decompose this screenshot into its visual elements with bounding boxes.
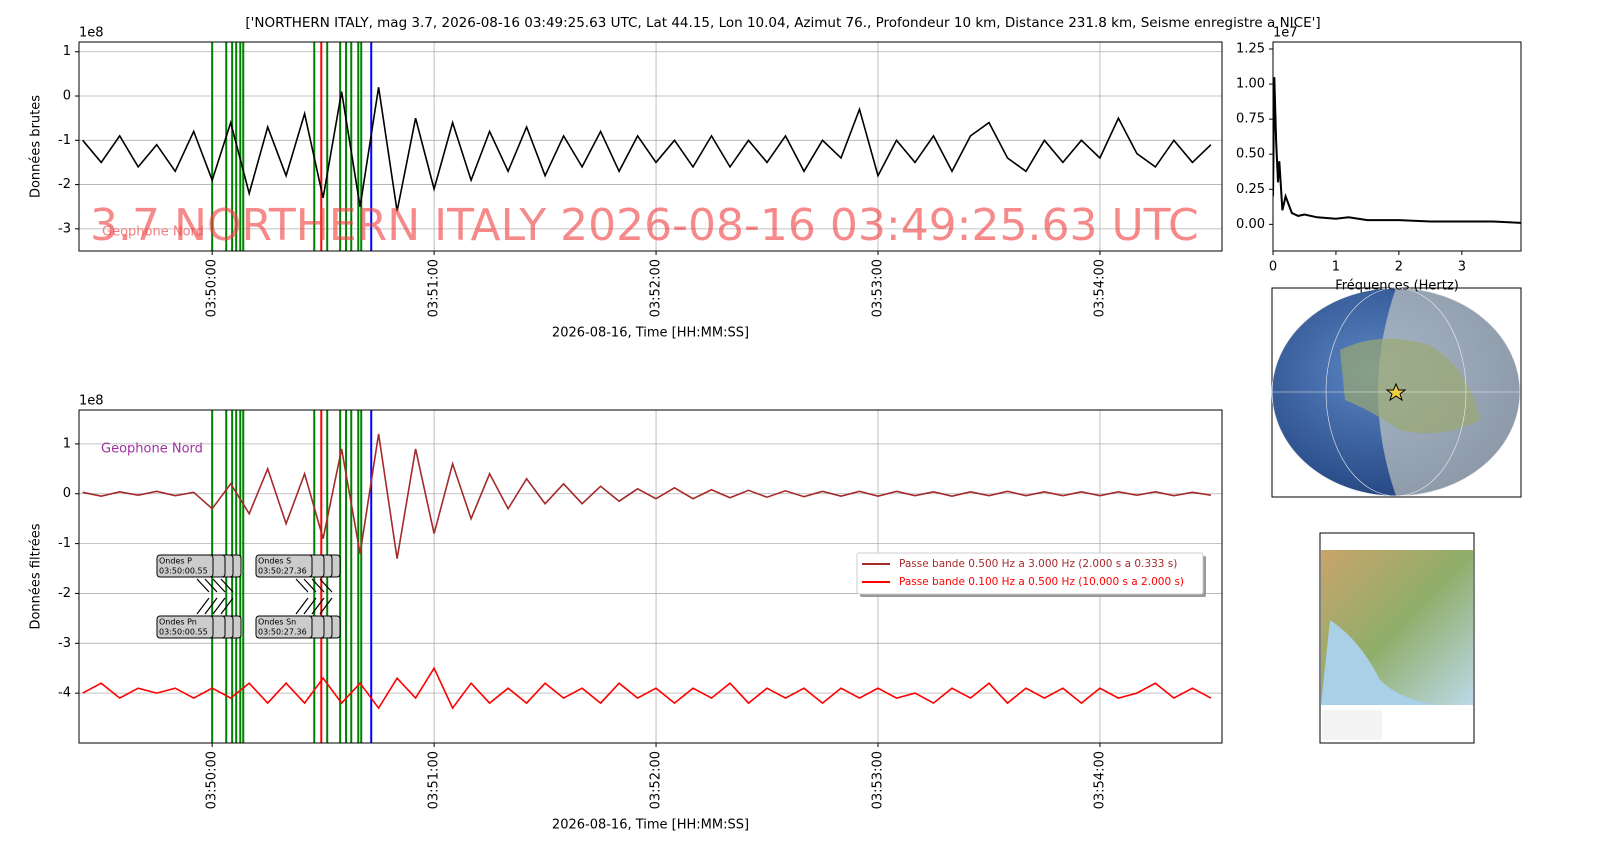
x-tick-label: 03:53:00: [870, 751, 885, 809]
annotation-label: Ondes P: [159, 557, 192, 566]
station-label: Geophone Nord: [102, 225, 204, 240]
y-tick-label: -4: [58, 686, 71, 701]
series-line: [82, 87, 1212, 212]
y-axis-label: Données filtrées: [29, 523, 44, 629]
annotation-arrow: [303, 578, 317, 593]
annotation-box: [255, 554, 313, 578]
annotation-arrow: [319, 597, 333, 615]
annotation-arrow: [196, 597, 210, 615]
annotation-time: 03:50:27.36: [258, 628, 307, 637]
annotation-arrow: [212, 597, 226, 615]
y-tick-label: 0.75: [1236, 112, 1265, 127]
y-tick-label: 1: [63, 436, 71, 451]
x-tick-label: 2: [1395, 260, 1403, 275]
annotation-label: Ondes Pn: [159, 618, 197, 627]
annotation-label: Ondes Sn: [258, 618, 296, 627]
offset-text: 1e8: [79, 394, 104, 409]
series-line: [1273, 77, 1521, 224]
y-tick-label: -2: [58, 586, 71, 601]
annotation-arrow: [212, 578, 226, 593]
y-tick-label: 1: [63, 44, 71, 59]
legend-label: Passe bande 0.100 Hz a 0.500 Hz (10.000 …: [899, 576, 1184, 588]
annotation-time: 03:50:00.55: [159, 567, 208, 576]
x-tick-label: 03:50:00: [205, 751, 220, 809]
y-tick-label: 1.00: [1236, 77, 1265, 92]
annotation-arrow: [311, 578, 325, 593]
annotation-box: [255, 615, 313, 639]
annotation-arrow: [311, 597, 325, 615]
annotation-arrow: [303, 597, 317, 615]
axes-frame: [78, 409, 1223, 744]
figure-title: ['NORTHERN ITALY, mag 3.7, 2026-08-16 03…: [245, 15, 1320, 31]
y-tick-label: -3: [58, 636, 71, 651]
y-tick-label: 0.50: [1236, 147, 1265, 162]
watermark: 3.7 NORTHERN ITALY 2026-08-16 03:49:25.6…: [90, 200, 1199, 251]
x-tick-label: 03:52:00: [649, 259, 664, 317]
x-axis-label: Fréquences (Hertz): [1335, 279, 1459, 294]
x-axis-label: 2026-08-16, Time [HH:MM:SS]: [552, 326, 749, 341]
x-tick-label: 3: [1458, 260, 1466, 275]
annotation-box: [156, 554, 214, 578]
annotation-arrow: [295, 597, 309, 615]
annotation-box: [156, 615, 214, 639]
y-tick-label: -3: [58, 221, 71, 236]
series-line: [82, 433, 1212, 559]
y-tick-label: -1: [58, 536, 71, 551]
x-tick-label: 03:51:00: [427, 751, 442, 809]
legend-label: Passe bande 0.500 Hz a 3.000 Hz (2.000 s…: [899, 558, 1177, 570]
offset-text: 1e8: [79, 26, 104, 41]
station-label: Geophone Nord: [101, 442, 203, 457]
x-axis-label: 2026-08-16, Time [HH:MM:SS]: [552, 818, 749, 833]
series-line: [82, 666, 1212, 710]
y-tick-label: 0: [63, 486, 71, 501]
x-tick-label: 03:54:00: [1092, 751, 1107, 809]
annotation-arrow: [196, 578, 210, 593]
y-tick-label: -2: [58, 177, 71, 192]
annotation-arrow: [220, 597, 234, 615]
y-tick-label: -1: [58, 133, 71, 148]
annotation-arrow: [220, 578, 234, 593]
globe-image: [1271, 287, 1522, 498]
axes-frame: [1272, 41, 1522, 252]
annotation-arrow: [319, 578, 333, 593]
x-tick-label: 03:54:00: [1092, 259, 1107, 317]
y-tick-label: 0.25: [1236, 182, 1265, 197]
annotation-time: 03:50:27.36: [258, 567, 307, 576]
x-tick-label: 03:51:00: [427, 259, 442, 317]
annotation-arrow: [204, 597, 218, 615]
x-tick-label: 1: [1332, 260, 1340, 275]
x-tick-label: 03:52:00: [649, 751, 664, 809]
map-image: [1319, 532, 1475, 744]
annotation-time: 03:50:00.55: [159, 628, 208, 637]
y-tick-label: 1.25: [1236, 42, 1265, 57]
annotation-arrow: [295, 578, 309, 593]
y-tick-label: 0: [63, 89, 71, 104]
offset-text: 1e7: [1273, 26, 1298, 41]
legend-box: [856, 552, 1204, 595]
annotation-label: Ondes S: [258, 557, 291, 566]
x-tick-label: 0: [1269, 260, 1277, 275]
annotation-arrow: [204, 578, 218, 593]
axes-frame: [78, 41, 1223, 252]
y-tick-label: 0.00: [1236, 217, 1265, 232]
x-tick-label: 03:50:00: [205, 259, 220, 317]
x-tick-label: 03:53:00: [870, 259, 885, 317]
y-axis-label: Données brutes: [29, 95, 44, 198]
